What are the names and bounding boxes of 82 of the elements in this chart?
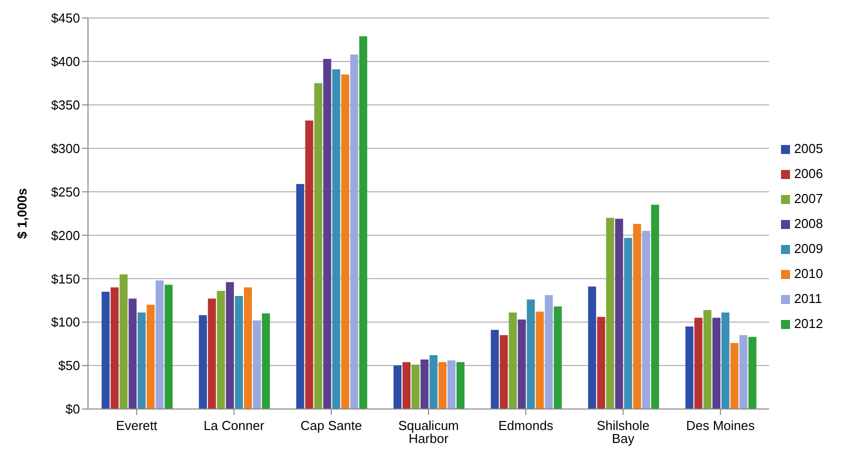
- bar: [402, 362, 411, 409]
- bar: [164, 284, 173, 409]
- bar: [721, 312, 730, 409]
- bar: [252, 320, 261, 409]
- y-tick-label: $400: [51, 54, 80, 70]
- bar: [615, 218, 624, 409]
- bar: [412, 364, 420, 409]
- legend-label: 2011: [794, 290, 822, 306]
- y-tick-label: $200: [51, 228, 80, 243]
- bar: [685, 326, 694, 409]
- bar: [712, 318, 720, 409]
- bar: [554, 306, 562, 409]
- bar: [703, 310, 712, 409]
- legend-label: 2010: [794, 266, 823, 280]
- bar: [430, 355, 438, 409]
- legend-label: 2009: [794, 240, 823, 256]
- bar: [262, 313, 270, 409]
- bar: [518, 320, 526, 409]
- legend-label: 2006: [794, 166, 823, 180]
- y-tick-label: $0: [66, 402, 80, 417]
- bar: [305, 120, 314, 409]
- bar: [110, 287, 119, 409]
- bar: [536, 312, 544, 409]
- bar: [748, 336, 756, 409]
- bar: [448, 360, 456, 409]
- bar: [341, 74, 350, 409]
- x-tick-label: Everett: [116, 418, 158, 434]
- bar: [323, 58, 332, 409]
- bar: [138, 312, 146, 409]
- bar: [156, 280, 164, 409]
- bar: [394, 366, 402, 409]
- bar: [216, 290, 225, 409]
- bar: [739, 335, 748, 409]
- legend-label: 2005: [794, 140, 823, 156]
- bar: [359, 36, 368, 409]
- bar: [642, 230, 650, 409]
- bar: [694, 318, 702, 409]
- bar: [226, 282, 234, 409]
- y-axis-title: $ 1,000s: [14, 188, 30, 239]
- y-tick-label: $50: [58, 358, 80, 374]
- bar: [606, 218, 614, 409]
- legend-label: 2007: [794, 190, 823, 206]
- y-tick-label: $300: [51, 140, 80, 156]
- y-tick-label: $250: [51, 184, 80, 200]
- y-tick-label: $100: [51, 314, 80, 330]
- legend-label: 2012: [794, 316, 823, 330]
- bar: [544, 295, 553, 409]
- bar: [198, 315, 207, 409]
- bar: [500, 335, 508, 409]
- bar: [651, 204, 660, 409]
- y-tick-label: $350: [51, 98, 80, 113]
- bar: [332, 69, 340, 409]
- bar: [146, 304, 155, 409]
- x-tick-label: Edmonds: [498, 418, 554, 434]
- bar: [624, 238, 632, 409]
- bar: [633, 224, 642, 409]
- bar: [314, 83, 322, 409]
- bar: [588, 286, 596, 409]
- bar: [128, 298, 137, 409]
- bar: [490, 330, 499, 409]
- y-tick-label: $150: [51, 271, 80, 286]
- x-tick-label: La Conner: [204, 418, 265, 434]
- bar: [508, 312, 517, 409]
- bar: [597, 316, 606, 409]
- bar: [456, 362, 465, 409]
- y-tick-label: $450: [51, 10, 80, 26]
- legend-label: 2008: [794, 216, 823, 230]
- x-tick-label: Des Moines: [686, 418, 756, 434]
- bar: [420, 359, 429, 409]
- bar: [234, 296, 243, 409]
- bar: [438, 362, 447, 409]
- bar: [350, 54, 358, 409]
- x-tick-label: Shilshole Bay: [596, 418, 650, 446]
- bar: [120, 274, 128, 409]
- bar: [730, 342, 738, 409]
- bar: [296, 184, 304, 409]
- bar: [526, 300, 535, 409]
- x-tick-label: Cap Sante: [300, 418, 362, 434]
- bar: [244, 287, 252, 409]
- x-tick-label: Squalicum Harbor: [398, 418, 459, 446]
- bar: [102, 292, 110, 409]
- bar: [208, 298, 216, 409]
